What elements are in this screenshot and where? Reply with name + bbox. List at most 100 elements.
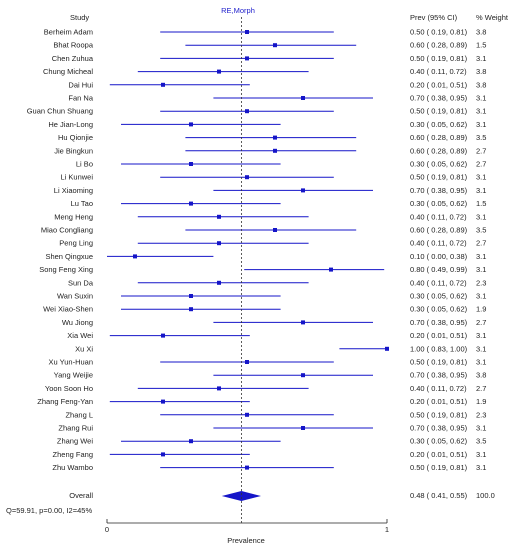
study-weight: 3.1: [476, 252, 486, 261]
point-estimate-marker: [217, 69, 221, 74]
study-name: Xu Yun-Huan: [49, 358, 93, 367]
estimate-column-header: Prev (95% CI): [410, 13, 458, 22]
study-row: Shen Qingxue 0.10 ( 0.00, 0.38) 3.1: [45, 252, 486, 261]
point-estimate-marker: [217, 386, 221, 391]
study-row: He Jian-Long 0.30 ( 0.05, 0.62) 3.1: [48, 120, 486, 129]
study-row: Wu Jiong 0.70 ( 0.38, 0.95) 2.7: [62, 318, 487, 327]
study-name: Berheim Adam: [44, 28, 93, 37]
point-estimate-marker: [273, 148, 277, 153]
x-axis: 0 1 Prevalence: [105, 519, 389, 545]
study-name: Zhang Wei: [57, 437, 93, 446]
x-axis-title: Prevalence: [227, 536, 265, 545]
study-weight: 3.1: [476, 344, 486, 353]
point-estimate-marker: [189, 162, 193, 166]
study-weight: 3.8: [476, 28, 486, 37]
study-estimate: 0.70 ( 0.38, 0.95): [410, 424, 468, 433]
point-estimate-marker: [245, 412, 249, 417]
study-row: Song Feng Xing 0.80 ( 0.49, 0.99) 3.1: [39, 265, 486, 274]
study-weight: 1.9: [476, 305, 486, 314]
study-weight: 3.8: [476, 67, 486, 76]
study-weight: 3.1: [476, 186, 486, 195]
study-name: Jie Bingkun: [54, 146, 93, 155]
study-row: Zheng Fang 0.20 ( 0.01, 0.51) 3.1: [53, 450, 487, 459]
study-estimate: 0.70 ( 0.38, 0.95): [410, 318, 468, 327]
study-row: Miao Congliang 0.60 ( 0.28, 0.89) 3.5: [41, 226, 487, 235]
study-estimate: 0.60 ( 0.28, 0.89): [410, 41, 468, 50]
study-weight: 3.5: [476, 226, 486, 235]
point-estimate-marker: [385, 346, 389, 351]
study-row: Li Bo 0.30 ( 0.05, 0.62) 2.7: [76, 160, 487, 169]
study-name: Xia Wei: [67, 331, 93, 340]
point-estimate-marker: [161, 82, 165, 87]
study-estimate: 0.40 ( 0.11, 0.72): [410, 212, 467, 221]
study-row: Xu Yun-Huan 0.50 ( 0.19, 0.81) 3.1: [49, 358, 487, 367]
study-estimate: 0.30 ( 0.05, 0.62): [410, 199, 468, 208]
study-estimate: 0.70 ( 0.38, 0.95): [410, 186, 468, 195]
study-name: Song Feng Xing: [39, 265, 93, 274]
study-row: Meng Heng 0.40 ( 0.11, 0.72) 3.1: [54, 212, 486, 221]
study-name: Yoon Soon Ho: [45, 384, 93, 393]
point-estimate-marker: [245, 175, 249, 180]
study-estimate: 0.40 ( 0.11, 0.72): [410, 278, 467, 287]
point-estimate-marker: [217, 241, 221, 246]
study-estimate: 0.60 ( 0.28, 0.89): [410, 226, 468, 235]
point-estimate-marker: [133, 254, 137, 259]
chart-title: RE,Morph: [221, 6, 255, 15]
study-row: Lu Tao 0.30 ( 0.05, 0.62) 1.5: [71, 199, 487, 208]
study-weight: 3.1: [476, 212, 486, 221]
study-row: Wei Xiao-Shen 0.30 ( 0.05, 0.62) 1.9: [43, 305, 486, 314]
study-weight: 2.7: [476, 318, 486, 327]
study-row: Berheim Adam 0.50 ( 0.19, 0.81) 3.8: [44, 28, 487, 37]
point-estimate-marker: [301, 188, 305, 193]
study-name: He Jian-Long: [48, 120, 93, 129]
study-weight: 2.7: [476, 160, 486, 169]
study-estimate: 0.40 ( 0.11, 0.72): [410, 239, 467, 248]
study-name: Meng Heng: [54, 212, 93, 221]
point-estimate-marker: [189, 307, 193, 312]
study-weight: 3.1: [476, 94, 486, 103]
study-weight: 2.3: [476, 278, 486, 287]
study-row: Guan Chun Shuang 0.50 ( 0.19, 0.81) 3.1: [27, 107, 487, 116]
study-row: Li Xiaoming 0.70 ( 0.38, 0.95) 3.1: [54, 186, 487, 195]
x-tick-label-0: 0: [105, 525, 109, 534]
study-weight: 1.9: [476, 397, 486, 406]
study-weight: 2.7: [476, 239, 486, 248]
study-estimate: 0.50 ( 0.19, 0.81): [410, 358, 468, 367]
study-row: Dai Hui 0.20 ( 0.01, 0.51) 3.8: [68, 80, 486, 89]
overall-estimate: 0.48 ( 0.41, 0.55): [410, 491, 468, 500]
study-name: Chung Micheal: [43, 67, 93, 76]
study-weight: 3.8: [476, 80, 486, 89]
study-row: Zhu Wambo 0.50 ( 0.19, 0.81) 3.1: [52, 463, 486, 472]
study-name: Li Xiaoming: [54, 186, 93, 195]
study-row: Zhang Wei 0.30 ( 0.05, 0.62) 3.5: [57, 437, 487, 446]
study-weight: 3.1: [476, 265, 486, 274]
study-name: Peng Ling: [59, 239, 93, 248]
study-estimate: 0.50 ( 0.19, 0.81): [410, 28, 468, 37]
study-name: Dai Hui: [68, 80, 93, 89]
study-weight: 2.7: [476, 146, 486, 155]
point-estimate-marker: [301, 426, 305, 430]
point-estimate-marker: [217, 280, 221, 285]
study-row: Xia Wei 0.20 ( 0.01, 0.51) 3.1: [67, 331, 486, 340]
study-estimate: 0.50 ( 0.19, 0.81): [410, 410, 468, 419]
study-estimate: 0.50 ( 0.19, 0.81): [410, 173, 468, 182]
study-name: Fan Na: [68, 94, 93, 103]
study-weight: 1.5: [476, 199, 486, 208]
study-estimate: 0.60 ( 0.28, 0.89): [410, 133, 468, 142]
study-estimate: 0.30 ( 0.05, 0.62): [410, 292, 468, 301]
study-estimate: 0.30 ( 0.05, 0.62): [410, 437, 468, 446]
point-estimate-marker: [245, 360, 249, 364]
study-estimate: 0.20 ( 0.01, 0.51): [410, 397, 468, 406]
point-estimate-marker: [245, 465, 249, 470]
point-estimate-marker: [301, 320, 305, 325]
study-weight: 3.1: [476, 358, 486, 367]
study-row: Jie Bingkun 0.60 ( 0.28, 0.89) 2.7: [54, 146, 486, 155]
study-name: Yang Weijie: [54, 371, 93, 380]
point-estimate-marker: [161, 399, 165, 404]
study-row: Zhang L 0.50 ( 0.19, 0.81) 2.3: [65, 410, 486, 419]
study-row: Zhang Rui 0.70 ( 0.38, 0.95) 3.1: [58, 424, 486, 433]
point-estimate-marker: [189, 201, 193, 206]
study-row: Chung Micheal 0.40 ( 0.11, 0.72) 3.8: [43, 67, 486, 76]
overall-weight: 100.0: [476, 491, 495, 500]
